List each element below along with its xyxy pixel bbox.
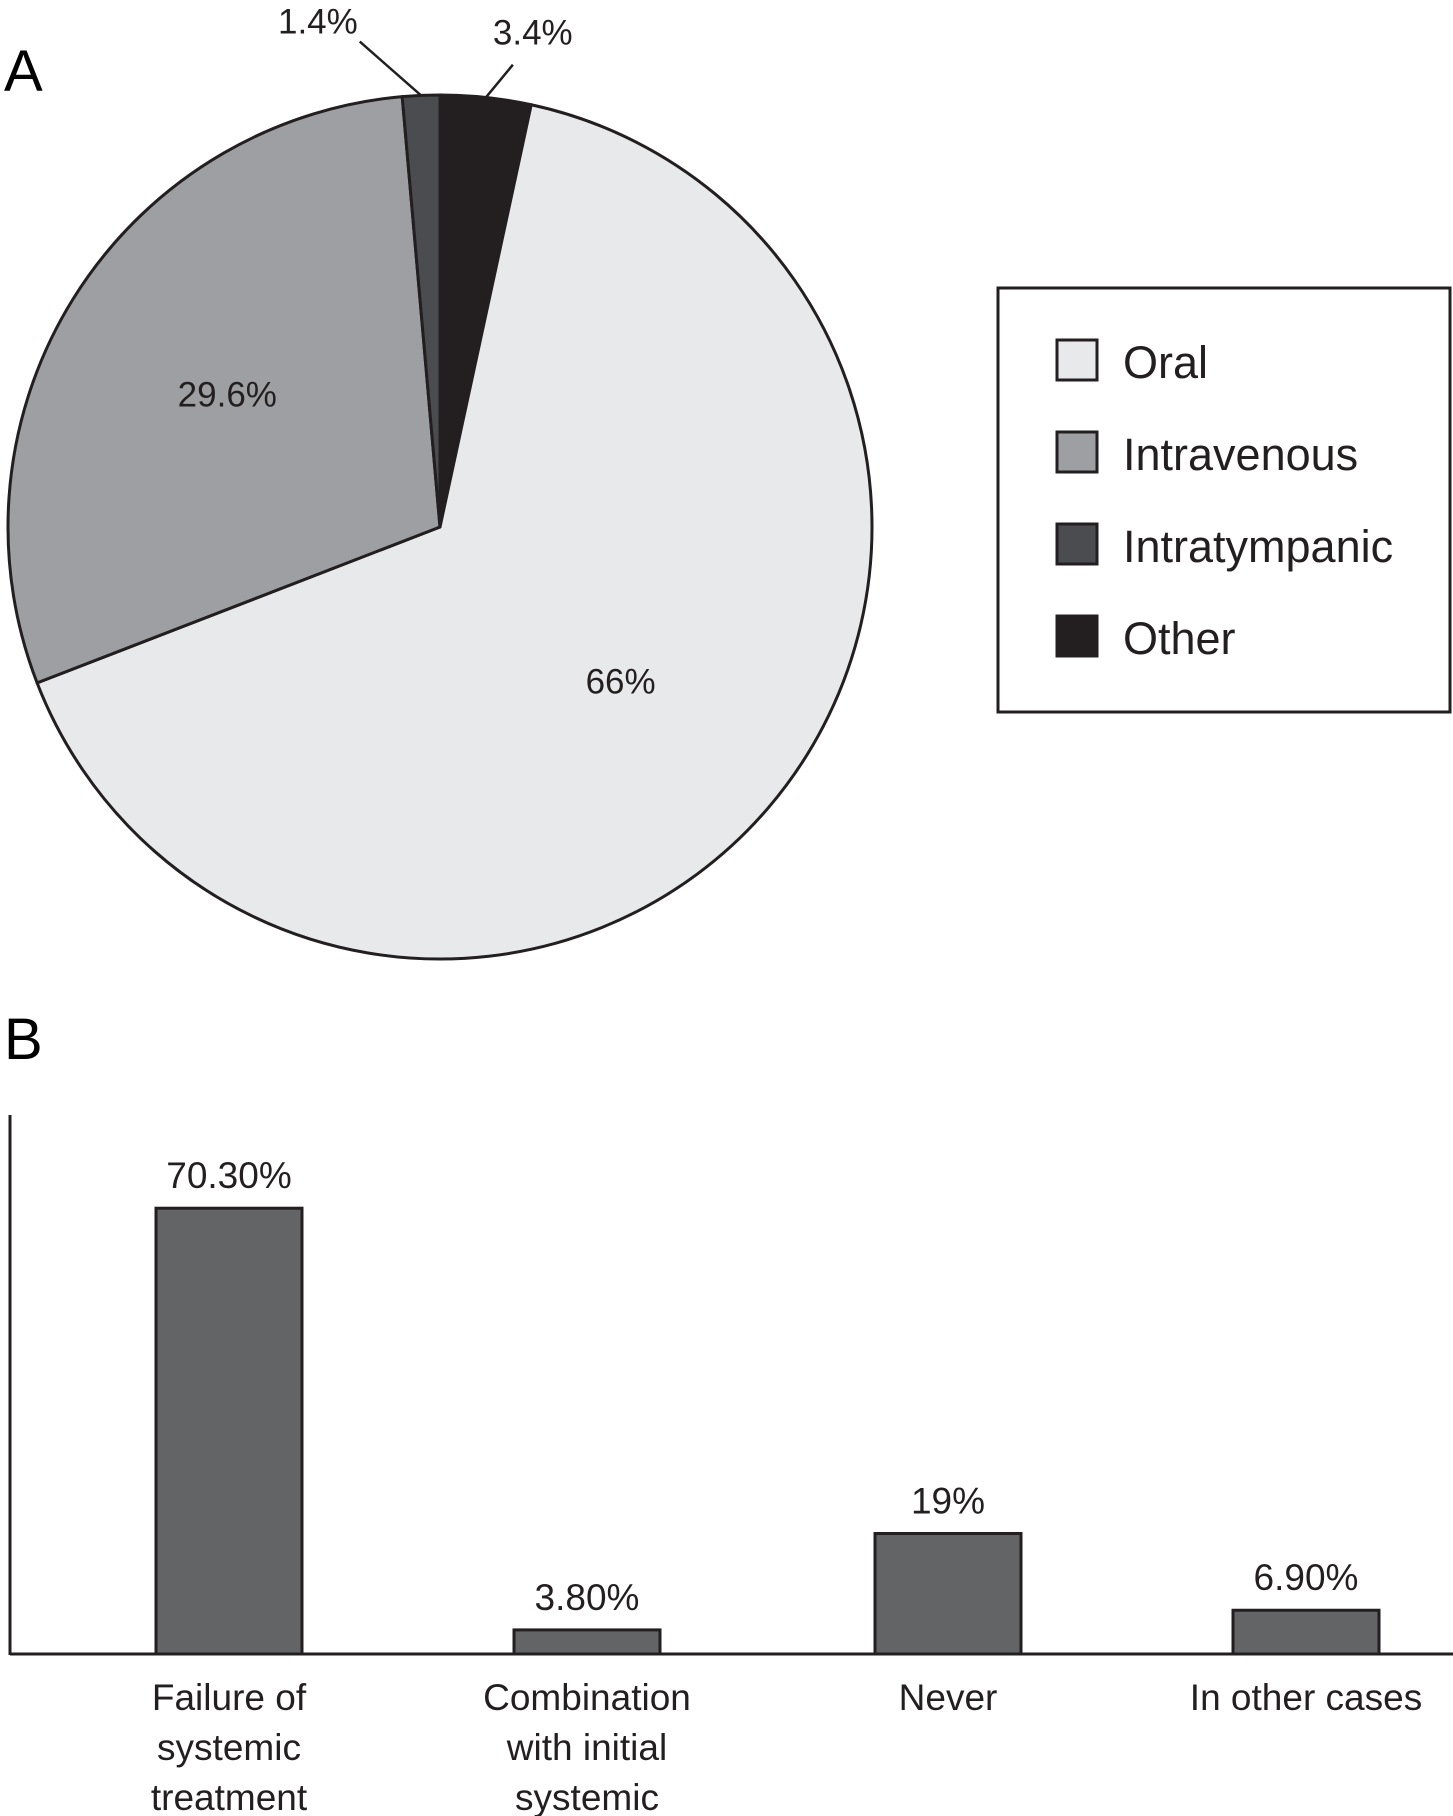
bar-value-label-combination-with-initial-systemic: 3.80% [535, 1577, 640, 1618]
legend-label-intravenous: Intravenous [1123, 429, 1358, 480]
bar-failure-of-systemic-treatment [154, 1206, 304, 1656]
category-label-combination-with-initial-systemic: with initial [506, 1727, 667, 1768]
panel-a-letter: A [4, 39, 43, 104]
category-label-failure-of-systemic-treatment: treatment [151, 1777, 308, 1816]
legend-swatch-intratympanic [1055, 522, 1099, 566]
panel-b: B 70.30% Failure of systemic treatment 3.80%… [4, 1007, 1453, 1816]
category-label-never: Never [899, 1677, 998, 1718]
pie-leader-intratympanic [358, 40, 422, 97]
pie-label-oral: 66% [586, 662, 656, 701]
bar-combination-with-initial-systemic [512, 1628, 662, 1656]
legend-label-other: Other [1123, 613, 1236, 664]
legend-label-oral: Oral [1123, 337, 1208, 388]
bar-value-label-failure-of-systemic-treatment: 70.30% [166, 1155, 292, 1196]
panel-b-letter: B [4, 1007, 43, 1072]
pie-chart: 66% 29.6% 1.4% 3.4% [6, 3, 874, 961]
pie-slice-intravenous [6, 95, 442, 685]
legend-swatch-oral [1055, 338, 1099, 382]
category-label-failure-of-systemic-treatment: systemic [157, 1727, 301, 1768]
legend-swatch-other [1055, 614, 1099, 658]
legend-swatch-intravenous [1055, 430, 1099, 474]
category-label-combination-with-initial-systemic: Combination [483, 1677, 691, 1718]
panel-a: A 66% 29.6% 1.4% 3.4% Oral Intravenous Intrat… [4, 3, 1452, 961]
legend-label-intratympanic: Intratympanic [1123, 521, 1393, 572]
pie-label-other: 3.4% [493, 14, 573, 53]
bar-value-label-in-other-cases: 6.90% [1254, 1557, 1359, 1598]
bar-chart: 70.30% Failure of systemic treatment 3.80% Co… [151, 1155, 1422, 1816]
pie-leader-other [484, 63, 514, 99]
pie-label-intratympanic: 1.4% [278, 3, 358, 42]
pie-slice-oral [35, 103, 874, 961]
category-label-failure-of-systemic-treatment: Failure of [152, 1677, 307, 1718]
category-label-in-other-cases: In other cases [1190, 1677, 1422, 1718]
pie-label-intravenous: 29.6% [178, 376, 277, 415]
bar-in-other-cases [1231, 1608, 1381, 1656]
bar-never [873, 1532, 1023, 1656]
legend: Oral Intravenous Intratympanic Other [996, 286, 1452, 714]
category-label-combination-with-initial-systemic: systemic [515, 1777, 659, 1816]
bar-value-label-never: 19% [911, 1481, 985, 1522]
